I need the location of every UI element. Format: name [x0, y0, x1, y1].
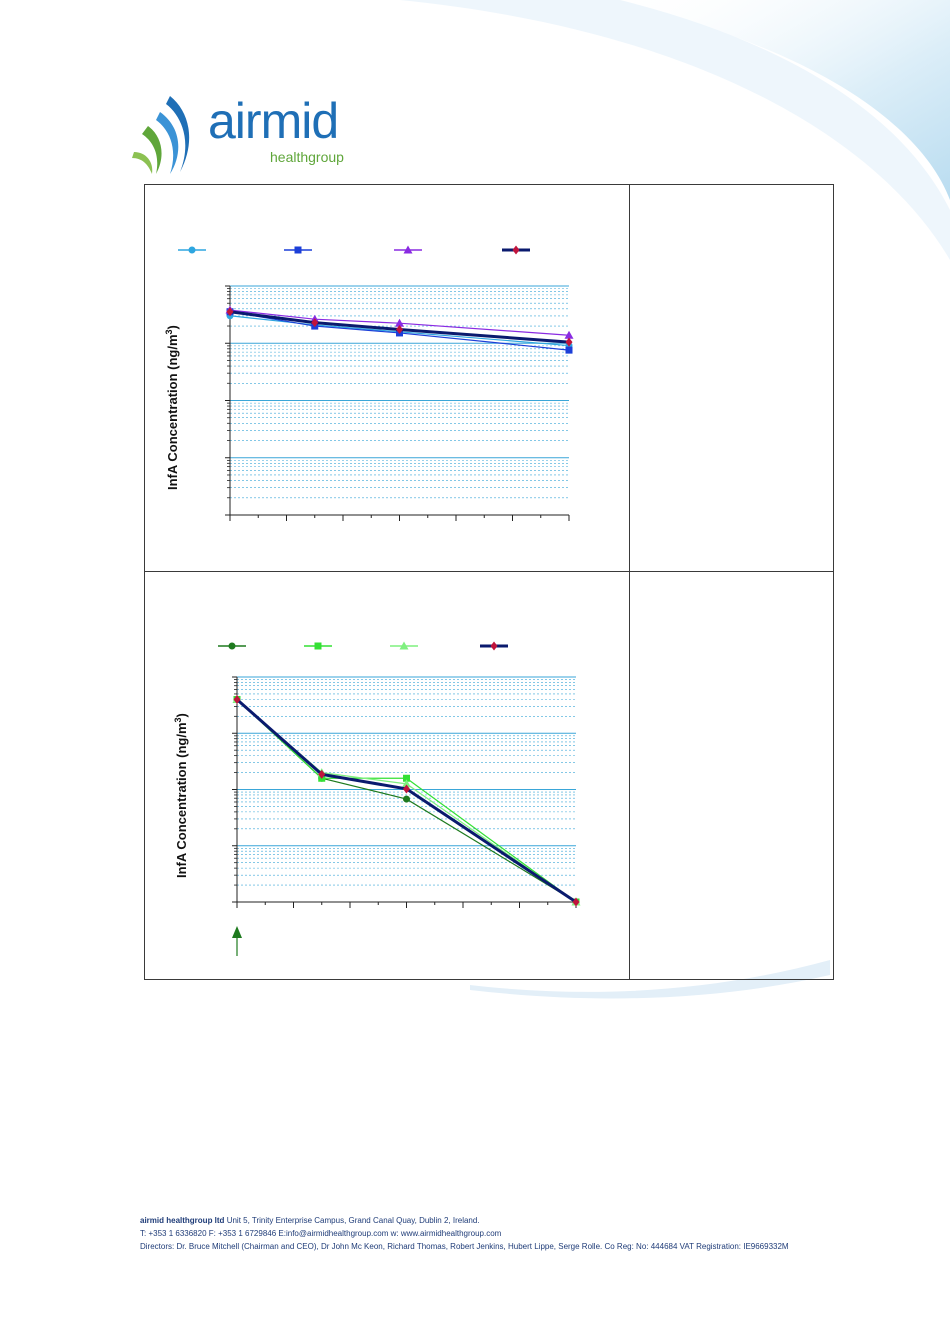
results-table: [144, 184, 834, 980]
legend-swatch-marker: [228, 642, 236, 650]
table-divider-horizontal: [145, 571, 833, 572]
chart-top-ylabel: InfA Concentration (ng/m3): [164, 325, 180, 490]
chart-bottom-arrow: [232, 926, 242, 956]
series-point: [564, 330, 574, 339]
series-point: [226, 307, 234, 317]
chart-top-series: [225, 305, 574, 354]
series-point: [565, 346, 573, 354]
series-line: [229, 309, 570, 336]
footer-contact-line: T: +353 1 6336820 F: +353 1 6729846 E:in…: [140, 1227, 830, 1240]
footer-fax-label: F:: [208, 1229, 216, 1238]
series-line: [229, 310, 570, 344]
legend-swatch-marker: [399, 641, 409, 650]
chart-bottom: InfA Concentration (ng/m3): [173, 641, 581, 956]
chart-top-grid: [230, 285, 569, 499]
chart-bottom-legend: [218, 641, 508, 651]
footer-tel: +353 1 6336820: [148, 1229, 207, 1238]
footer-email-link[interactable]: info@airmidhealthgroup.com: [285, 1229, 389, 1238]
chart-bottom-axes: [232, 676, 577, 908]
series-line: [229, 315, 570, 347]
chart-bottom-series: [232, 695, 581, 907]
footer-address: Unit 5, Trinity Enterprise Campus, Grand…: [226, 1216, 480, 1225]
footer-tel-label: T:: [140, 1229, 147, 1238]
series-point: [318, 769, 326, 779]
series-point: [311, 318, 319, 328]
legend-swatch-marker: [512, 245, 520, 255]
footer-web-link[interactable]: www.airmidhealthgroup.com: [400, 1229, 502, 1238]
footer-email-label: E:: [278, 1229, 286, 1238]
series-point: [403, 774, 410, 782]
legend-swatch-marker: [403, 245, 413, 254]
legend-swatch-marker: [490, 641, 498, 651]
chart-bottom-ylabel: InfA Concentration (ng/m3): [173, 713, 189, 878]
chart-top-legend: [178, 245, 530, 255]
footer-company: airmid healthgroup ltd: [140, 1216, 225, 1225]
logo-mark: [132, 96, 190, 174]
footer-web-label: w:: [390, 1229, 399, 1238]
legend-swatch-marker: [314, 642, 322, 650]
series-point: [572, 897, 580, 907]
series-point: [403, 784, 410, 794]
page-footer: airmid healthgroup ltd Unit 5, Trinity E…: [140, 1214, 830, 1253]
footer-fax: +353 1 6729846: [218, 1229, 277, 1238]
series-point: [395, 318, 404, 327]
series-point: [233, 695, 241, 704]
logo-subtitle: healthgroup: [270, 149, 344, 165]
footer-directors: Directors: Dr. Bruce Mitchell (Chairman …: [140, 1242, 789, 1251]
table-divider-vertical: [629, 185, 630, 979]
legend-swatch-marker: [294, 246, 302, 254]
company-logo: airmid healthgroup: [130, 92, 370, 182]
legend-swatch-marker: [188, 246, 196, 254]
series-line: [229, 311, 570, 351]
logo-wordmark: airmid: [208, 93, 339, 149]
series-point: [403, 795, 410, 803]
footer-address-line: airmid healthgroup ltd Unit 5, Trinity E…: [140, 1214, 830, 1227]
series-line: [236, 698, 577, 904]
series-point: [565, 337, 573, 347]
series-point: [396, 325, 403, 335]
chart-top: InfA Concentration (ng/m3): [164, 245, 574, 521]
chart-top-axes: [225, 285, 570, 521]
series-point: [402, 779, 411, 788]
arrow-head: [232, 926, 242, 938]
